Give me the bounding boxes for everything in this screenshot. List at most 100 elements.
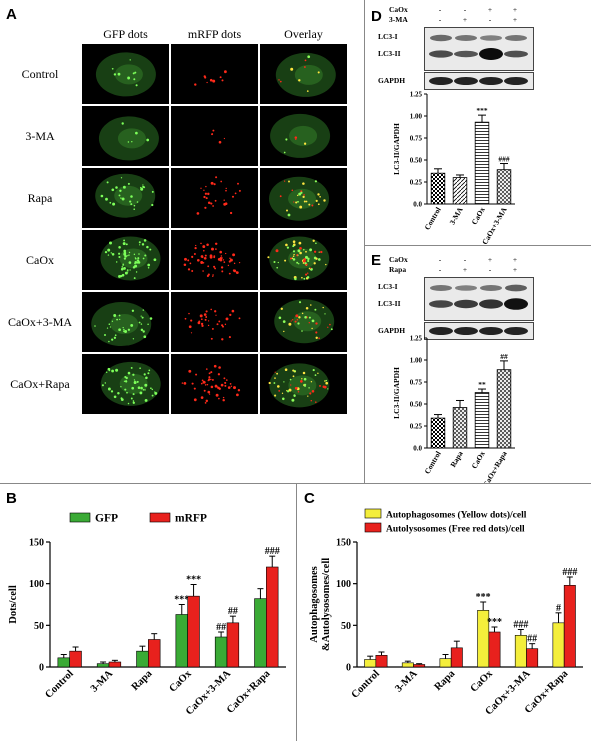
legend-label-autolysosomes-free-red-dots-cell: Autolysosomes (Free red dots)/cell bbox=[386, 524, 525, 535]
bar-autolysosomes-free-red-dots-cell-caox-rapa bbox=[563, 585, 576, 668]
divider-vertical-bottom bbox=[296, 484, 297, 741]
e-sign-caox-2: + bbox=[487, 255, 493, 264]
d-band-lc3i-3 bbox=[505, 35, 527, 41]
bar-autophagosomes-yellow-dots-cell-control bbox=[364, 659, 377, 668]
significance-label: ### bbox=[513, 620, 528, 631]
x-tick-label: Control bbox=[423, 450, 443, 476]
micrograph-rapa-overlay bbox=[260, 168, 347, 228]
d-sign-caox-3: + bbox=[512, 5, 518, 14]
e-band-lc3ii-3 bbox=[504, 298, 528, 310]
x-tick-label: 3-MA bbox=[89, 668, 116, 695]
divider-horizontal-right bbox=[365, 245, 591, 246]
micrograph-caox-3-ma-overlay bbox=[260, 292, 347, 352]
micrograph-3-ma-mrfp bbox=[171, 106, 258, 166]
significance-label: *** bbox=[186, 575, 201, 586]
d-sign-3-ma-1: + bbox=[462, 15, 468, 24]
y-tick-label: 50 bbox=[34, 621, 44, 632]
chart-d: 0.0 0.25 0.50 0.75 1.00 1.25 LC3-II/GAPDH Contr… bbox=[392, 91, 515, 244]
significance-label: ### bbox=[562, 567, 577, 578]
micrograph-caox-rapa-gfp bbox=[82, 354, 169, 414]
chart-b: 0 50 100 150 Dots/cell Control 3-MA Rapa *** *** C… bbox=[8, 513, 286, 717]
bar-autolysosomes-free-red-dots-cell-caox-3-ma bbox=[526, 648, 539, 668]
divider-horizontal-left bbox=[0, 483, 591, 484]
panel-b-letter: B bbox=[6, 490, 17, 507]
panel-e-letter: E bbox=[371, 252, 382, 269]
divider-vertical bbox=[364, 0, 365, 484]
bar-gfp-caox-rapa bbox=[254, 598, 267, 668]
bar-caox-3-ma bbox=[496, 169, 512, 205]
x-tick-label: CaOx bbox=[470, 205, 487, 226]
y-axis-label: &Autolysosomes/cell bbox=[321, 558, 332, 651]
e-band-label-gapdh: GAPDH bbox=[378, 326, 406, 335]
x-tick-label: Rapa bbox=[448, 449, 464, 469]
d-sign-3-ma-0: - bbox=[438, 15, 442, 24]
legend-label-mrfp: mRFP bbox=[175, 513, 207, 525]
y-axis-label: LC3-II/GAPDH bbox=[392, 367, 401, 419]
x-tick-label: Control bbox=[423, 206, 443, 232]
bar-control bbox=[430, 172, 446, 205]
d-band-label-lc3-i: LC3-I bbox=[378, 32, 398, 41]
y-tick-label: 0.25 bbox=[410, 423, 423, 431]
y-axis-label: LC3-II/GAPDH bbox=[392, 123, 401, 175]
legend-swatch-autophagosomes-yellow-dots-cell bbox=[364, 508, 382, 519]
e-sign-rapa-2: - bbox=[488, 265, 492, 274]
y-tick-label: 0.50 bbox=[410, 401, 423, 409]
e-sign-rapa-3: + bbox=[512, 265, 518, 274]
y-tick-label: 1.00 bbox=[410, 357, 423, 365]
micrograph-rapa-gfp bbox=[82, 168, 169, 228]
e-sign-caox-0: - bbox=[438, 255, 442, 264]
chart-c: 0 50 100 150 Autophagosomes &Autolysosomes/ce… bbox=[309, 508, 583, 717]
x-tick-label: CaOx bbox=[470, 449, 487, 470]
y-axis-label: Dots/cell bbox=[8, 585, 19, 624]
e-band-lc3ii-0 bbox=[429, 300, 453, 308]
d-band-lc3ii-2 bbox=[479, 48, 503, 60]
panel-c-letter: C bbox=[304, 490, 315, 507]
significance-label: ## bbox=[527, 634, 537, 645]
micrograph-3-ma-overlay bbox=[260, 106, 347, 166]
y-tick-label: 50 bbox=[341, 621, 351, 632]
e-band-gapdh-0 bbox=[429, 327, 453, 335]
e-treatment-rapa: Rapa bbox=[389, 265, 407, 274]
micrograph-control-mrfp bbox=[171, 44, 258, 104]
x-tick-label: Control bbox=[43, 668, 75, 700]
bar-autophagosomes-yellow-dots-cell-3-ma bbox=[401, 662, 414, 668]
bar-gfp-rapa bbox=[136, 650, 149, 668]
micrograph-caox-rapa-mrfp bbox=[171, 354, 258, 414]
d-sign-3-ma-3: + bbox=[512, 15, 518, 24]
e-blot-gapdh bbox=[424, 322, 534, 340]
d-treatment-3-ma: 3-MA bbox=[389, 15, 408, 24]
e-band-gapdh-1 bbox=[454, 327, 478, 335]
significance-label: *** bbox=[487, 617, 502, 628]
micrograph-control-overlay bbox=[260, 44, 347, 104]
micrograph-3-ma-gfp bbox=[82, 106, 169, 166]
d-band-gapdh-2 bbox=[479, 77, 503, 85]
row-label-caox: CaOx bbox=[26, 253, 54, 267]
bar-3-ma bbox=[452, 177, 468, 205]
panel-d-letter: D bbox=[371, 8, 382, 25]
micrograph-caox-rapa-overlay bbox=[260, 354, 347, 414]
e-blot-lc3 bbox=[424, 277, 534, 321]
d-blot-gapdh bbox=[424, 72, 534, 90]
bar-autophagosomes-yellow-dots-cell-caox-3-ma bbox=[514, 635, 527, 668]
row-label-rapa: Rapa bbox=[27, 191, 53, 205]
bar-caox bbox=[474, 121, 490, 205]
bar-mrfp-caox-3-ma bbox=[226, 622, 240, 668]
scale-bar bbox=[329, 455, 345, 456]
bar-caox bbox=[474, 392, 490, 449]
legend-label-autophagosomes-yellow-dots-cell: Autophagosomes (Yellow dots)/cell bbox=[386, 510, 527, 521]
d-band-lc3ii-3 bbox=[504, 50, 528, 58]
e-sign-caox-3: + bbox=[512, 255, 518, 264]
d-blot-lc3 bbox=[424, 27, 534, 71]
y-tick-label: 1.25 bbox=[410, 335, 423, 343]
d-band-lc3i-2 bbox=[480, 35, 502, 41]
y-tick-label: 150 bbox=[29, 538, 44, 549]
significance-label: *** bbox=[476, 592, 491, 603]
d-sign-3-ma-2: - bbox=[488, 15, 492, 24]
y-tick-label: 0 bbox=[39, 663, 44, 674]
bar-mrfp-control bbox=[69, 650, 82, 668]
micrograph-control-gfp bbox=[82, 44, 169, 104]
row-label-3-ma: 3-MA bbox=[25, 129, 55, 143]
bar-gfp-caox bbox=[175, 614, 188, 668]
y-axis-label: Autophagosomes bbox=[309, 566, 320, 642]
column-header-overlay: Overlay bbox=[284, 27, 323, 41]
